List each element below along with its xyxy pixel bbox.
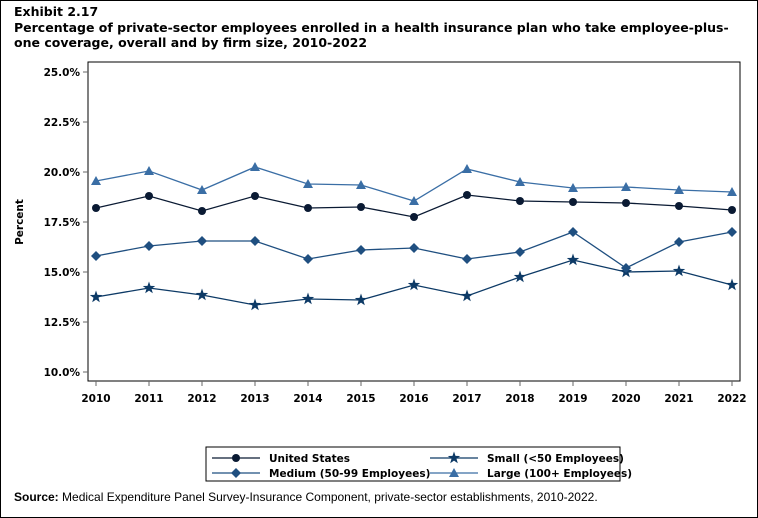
x-tick-label: 2013 (240, 393, 269, 405)
source-note: Source: Medical Expenditure Panel Survey… (14, 490, 598, 504)
x-tick-label: 2019 (558, 393, 587, 405)
data-point (727, 227, 737, 237)
x-tick-label: 2018 (505, 393, 534, 405)
x-tick-label: 2012 (187, 393, 216, 405)
data-point (725, 278, 739, 291)
y-tick-label: 12.5% (44, 317, 81, 329)
data-point (513, 270, 527, 283)
x-tick-label: 2020 (611, 393, 640, 405)
data-point (621, 182, 631, 191)
legend-marker (231, 468, 241, 478)
x-tick-label: 2017 (452, 393, 481, 405)
x-tick-label: 2021 (664, 393, 693, 405)
y-axis-label: Percent (14, 199, 26, 245)
legend-marker (232, 454, 240, 462)
data-point (516, 197, 524, 205)
data-point (515, 247, 525, 257)
data-point (515, 177, 525, 186)
data-point (568, 183, 578, 192)
exhibit-label: Exhibit 2.17 (14, 4, 99, 19)
data-point (568, 227, 578, 237)
y-tick-label: 22.5% (44, 117, 81, 129)
x-tick-label: 2015 (346, 393, 375, 405)
data-point (672, 264, 686, 277)
y-tick-label: 10.0% (44, 367, 81, 379)
data-point (462, 164, 472, 173)
x-tick-label: 2011 (134, 393, 163, 405)
data-point (250, 162, 260, 171)
legend-label: Small (<50 Employees) (487, 453, 624, 465)
data-point (354, 293, 368, 306)
data-point (195, 288, 209, 301)
data-point (569, 198, 577, 206)
x-tick-label: 2022 (717, 393, 746, 405)
legend (205, 446, 621, 482)
data-point (566, 253, 580, 266)
x-tick-label: 2014 (293, 393, 322, 405)
data-point (621, 263, 631, 273)
x-tick-label: 2010 (81, 393, 110, 405)
series-0 (92, 191, 736, 221)
data-point (304, 204, 312, 212)
data-point (303, 254, 313, 264)
source-label: Source: (14, 490, 59, 504)
data-point (251, 192, 259, 200)
series-2 (91, 227, 737, 273)
data-point (622, 199, 630, 207)
data-point (92, 204, 100, 212)
data-point (727, 187, 737, 196)
data-point (248, 298, 262, 311)
data-point (89, 290, 103, 303)
data-point (357, 203, 365, 211)
data-point (301, 292, 315, 305)
data-point (674, 185, 684, 194)
source-text: Medical Expenditure Panel Survey-Insuran… (62, 490, 598, 504)
data-point (144, 166, 154, 175)
series-3 (91, 162, 737, 205)
data-point (463, 191, 471, 199)
data-point (409, 196, 419, 205)
plot-area (87, 61, 741, 382)
data-point (250, 236, 260, 246)
data-point (410, 213, 418, 221)
series-1 (89, 253, 739, 311)
chart-title: Percentage of private-sector employees e… (14, 20, 729, 50)
data-point (356, 245, 366, 255)
data-point (675, 202, 683, 210)
y-tick-label: 25.0% (44, 67, 81, 79)
legend-label: Large (100+ Employees) (487, 468, 632, 480)
legend-label: United States (269, 453, 350, 465)
y-tick-label: 20.0% (44, 167, 81, 179)
data-point (197, 185, 207, 194)
series-line (95, 166, 733, 202)
legend-marker (447, 451, 461, 464)
data-point (356, 180, 366, 189)
data-point (460, 289, 474, 302)
y-tick-label: 15.0% (44, 267, 81, 279)
legend-marker (449, 468, 459, 477)
data-point (145, 192, 153, 200)
data-point (674, 237, 684, 247)
data-point (728, 206, 736, 214)
data-point (91, 251, 101, 261)
data-point (142, 281, 156, 294)
data-point (303, 179, 313, 188)
legend-label: Medium (50-99 Employees) (269, 468, 430, 480)
data-point (144, 241, 154, 251)
data-point (462, 254, 472, 264)
data-point (198, 207, 206, 215)
y-tick-label: 17.5% (44, 217, 81, 229)
data-point (407, 278, 421, 291)
data-point (409, 243, 419, 253)
data-point (197, 236, 207, 246)
data-point (91, 176, 101, 185)
x-tick-label: 2016 (399, 393, 428, 405)
